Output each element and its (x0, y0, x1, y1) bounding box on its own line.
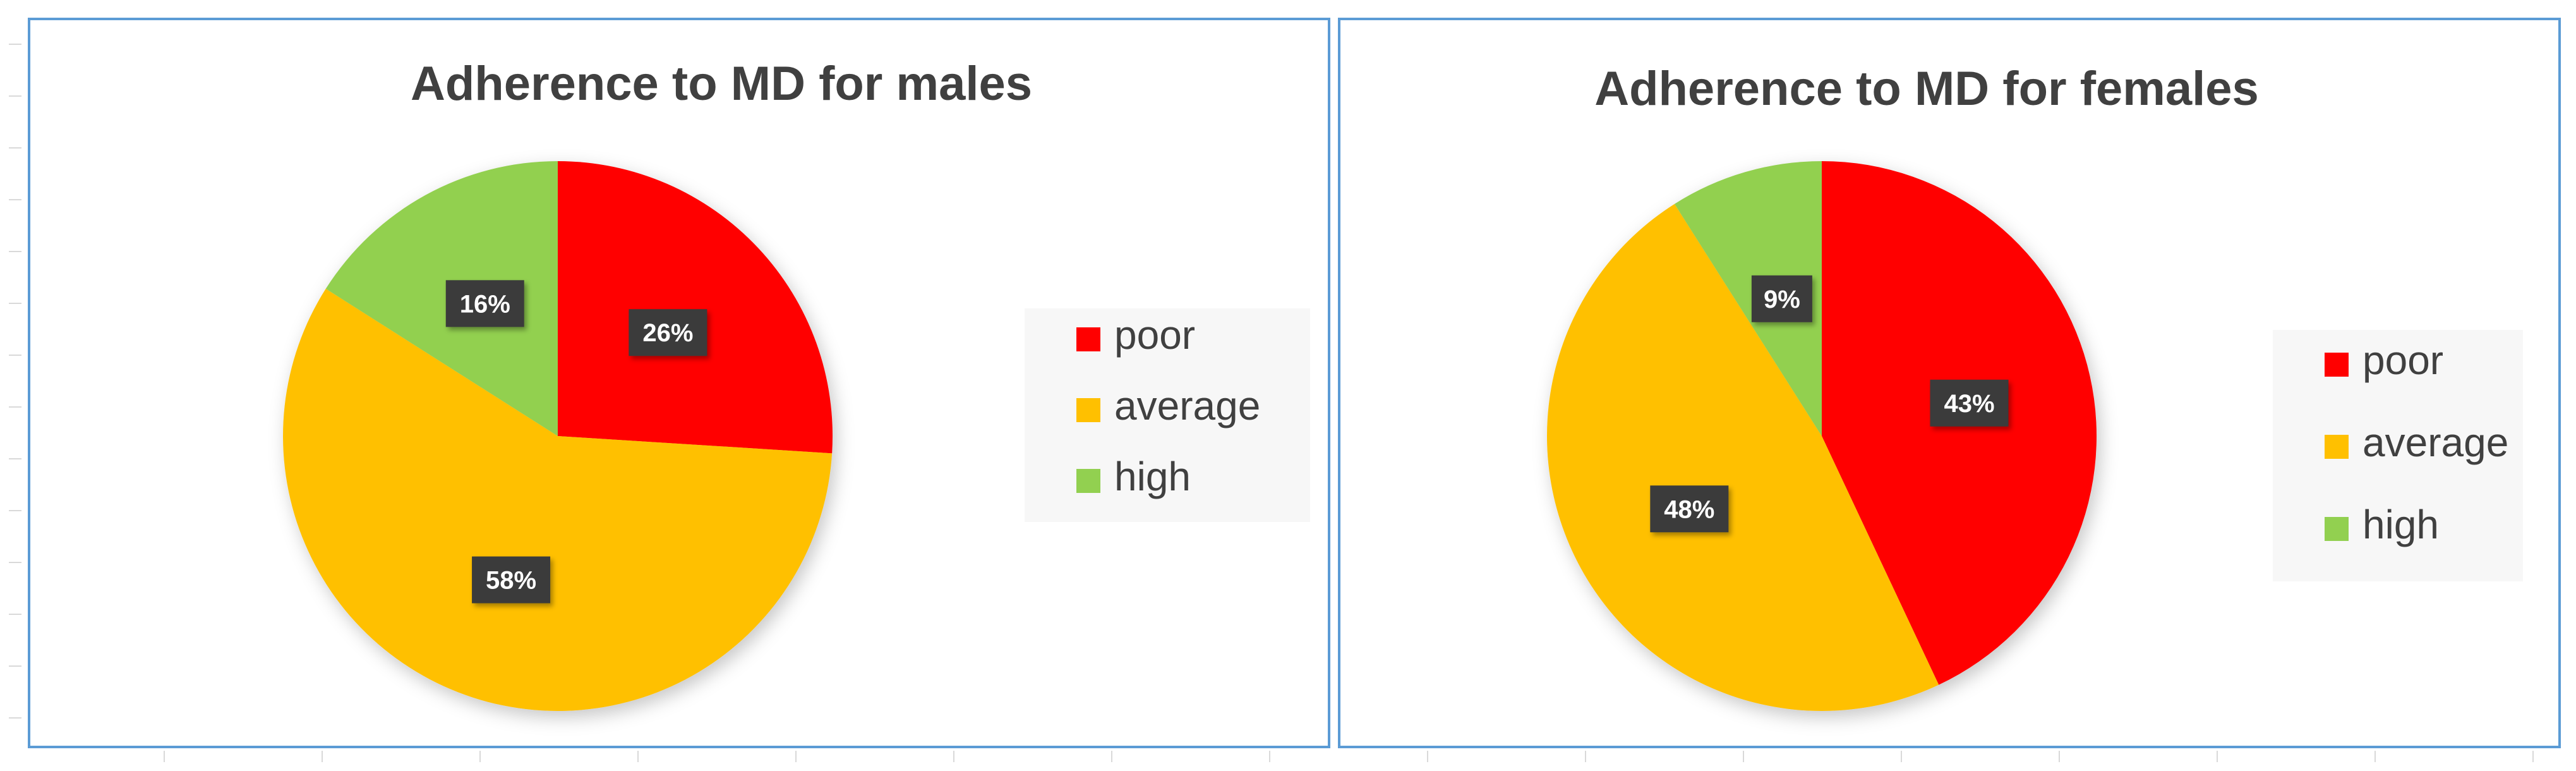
legend-label: poor (1114, 312, 1195, 358)
data-label-text: 26% (642, 319, 693, 347)
legend-item-poor: poor (2325, 337, 2443, 383)
data-label-average: 58% (472, 556, 551, 604)
legend-item-average: average (1076, 383, 1260, 428)
pie-chart-females: Adherence to MD for females 43% 48% 9% poor a… (1338, 18, 2561, 748)
legend-label: poor (2362, 337, 2443, 383)
data-label-text: 58% (486, 567, 536, 595)
data-label-box (472, 556, 551, 604)
data-label-high: 16% (445, 280, 524, 327)
sheet-gridlines (9, 44, 2534, 762)
legend-swatch (1076, 327, 1100, 351)
data-label-high: 9% (1751, 275, 1812, 322)
pie-slices (282, 161, 833, 711)
data-label-box (629, 309, 707, 356)
legend-swatch (2325, 435, 2349, 459)
pie-slice-average (1547, 203, 1939, 711)
legend-swatch (1076, 398, 1100, 422)
data-label-text: 9% (1764, 286, 1800, 313)
legend-label: average (1114, 383, 1260, 428)
data-label-average: 48% (1650, 485, 1729, 533)
data-label-text: 16% (460, 290, 510, 318)
legend-label: high (1114, 454, 1191, 499)
legend-swatch (2325, 517, 2349, 541)
legend: poor average high (1025, 308, 1310, 522)
legend-item-average: average (2325, 420, 2508, 465)
data-label-poor: 43% (1930, 379, 2009, 427)
pie-chart-males: Adherence to MD for males 26% 58% 16% poor av… (28, 18, 1330, 748)
legend-swatch (1076, 469, 1100, 493)
pie-slice-high (325, 161, 558, 436)
pie-slice-high (1674, 161, 1822, 436)
legend-label: high (2362, 502, 2439, 547)
pie-slices (1547, 161, 2097, 711)
legend: poor average high (2273, 330, 2523, 581)
pie-slice-average (282, 288, 833, 711)
legend-label: average (2362, 420, 2508, 465)
legend-item-poor: poor (1076, 312, 1195, 358)
legend-item-high: high (2325, 502, 2439, 547)
data-label-poor: 26% (629, 309, 707, 356)
legend-swatch (2325, 353, 2349, 377)
data-label-text: 48% (1664, 495, 1714, 523)
legend-item-high: high (1076, 454, 1191, 499)
legend-background (1025, 308, 1310, 522)
data-label-box (1650, 485, 1729, 533)
legend-background (2273, 330, 2523, 581)
chart-title: Adherence to MD for males (411, 57, 1032, 111)
chart-title: Adherence to MD for females (1594, 62, 2259, 116)
data-label-text: 43% (1944, 390, 1994, 418)
pie-slice-poor (558, 161, 833, 454)
data-label-box (1930, 379, 2009, 427)
data-label-box (1751, 275, 1812, 322)
data-label-box (445, 280, 524, 327)
